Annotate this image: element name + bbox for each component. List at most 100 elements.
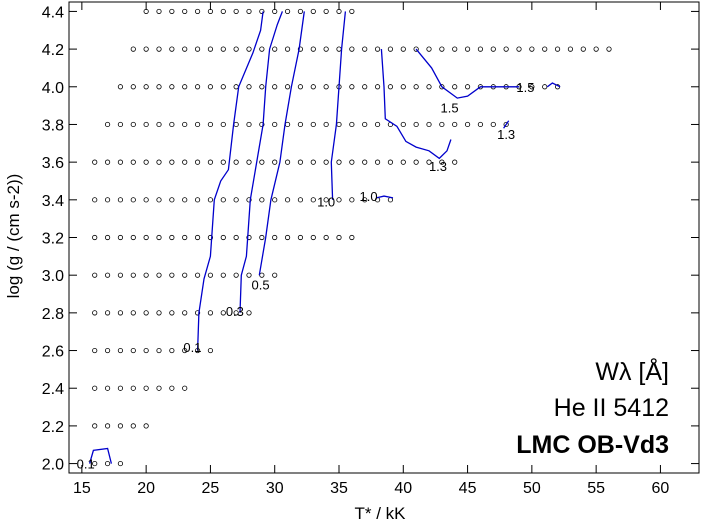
model-point <box>310 84 316 90</box>
model-point <box>297 8 304 15</box>
model-point <box>92 347 98 354</box>
model-point <box>362 197 368 203</box>
model-point <box>220 197 226 203</box>
model-point <box>413 121 419 128</box>
model-point <box>143 272 149 278</box>
model-point <box>143 159 149 165</box>
model-point <box>259 84 265 90</box>
y-tick-label: 4.4 <box>42 4 64 21</box>
model-point <box>156 347 162 354</box>
annotation-quantity: Wλ [Å] <box>595 356 669 386</box>
model-point <box>362 159 368 165</box>
contour-label: 0.3 <box>226 304 244 319</box>
model-point <box>92 460 98 467</box>
model-point <box>246 8 252 15</box>
contour-label: 0.5 <box>252 278 270 293</box>
model-point <box>220 234 226 241</box>
model-point <box>233 272 239 278</box>
model-point <box>130 159 136 165</box>
model-point <box>169 272 175 278</box>
model-point <box>426 121 432 128</box>
model-point <box>169 385 175 391</box>
model-point <box>349 84 355 90</box>
model-point <box>92 385 98 391</box>
model-point <box>400 84 406 90</box>
model-point <box>169 84 175 90</box>
model-point <box>130 423 136 429</box>
model-point <box>220 310 226 316</box>
model-point <box>220 84 226 90</box>
y-tick-label: 2.0 <box>42 457 64 474</box>
contour-line <box>258 11 305 276</box>
model-point <box>516 46 522 52</box>
model-point <box>336 159 342 165</box>
x-axis-label: T* / kK <box>354 504 406 523</box>
contour-line <box>239 11 284 313</box>
model-point <box>169 159 175 165</box>
model-point <box>374 84 381 90</box>
contour-label: 1.5 <box>516 80 534 95</box>
contour-line <box>380 49 452 160</box>
model-point <box>387 159 394 165</box>
model-point <box>464 121 471 128</box>
contour-line <box>330 11 347 200</box>
model-point <box>130 121 136 128</box>
model-point <box>297 197 304 203</box>
model-point <box>284 84 291 90</box>
model-point <box>104 121 111 128</box>
model-point <box>130 197 136 203</box>
model-point <box>92 423 98 429</box>
model-point <box>169 121 175 128</box>
model-point <box>246 121 252 128</box>
model-point <box>259 159 265 165</box>
model-point <box>362 46 368 52</box>
model-point <box>284 234 291 241</box>
ticks: 15 20 25 30 35 40 45 50 55 60 2.0 2.2 2.4 2.6 2.8 3.0 3.… <box>42 2 699 497</box>
model-point <box>117 272 124 278</box>
model-point <box>117 460 124 467</box>
model-point <box>143 46 149 52</box>
model-point <box>387 46 394 52</box>
model-point <box>207 46 214 52</box>
model-point <box>272 272 278 278</box>
model-point <box>362 84 368 90</box>
model-point <box>182 347 188 354</box>
model-point <box>233 46 239 52</box>
model-point <box>207 121 214 128</box>
model-point <box>143 347 149 354</box>
y-tick-label: 4.0 <box>42 80 64 97</box>
model-point <box>207 159 214 165</box>
model-point <box>542 84 548 90</box>
model-point <box>143 310 149 316</box>
model-point <box>156 272 162 278</box>
contour-line <box>376 195 394 199</box>
model-point <box>207 347 214 354</box>
model-point <box>336 197 342 203</box>
model-point <box>207 197 214 203</box>
model-point <box>246 310 252 316</box>
model-point <box>464 84 471 90</box>
model-point <box>169 46 175 52</box>
model-point <box>529 46 535 52</box>
model-point <box>310 8 316 15</box>
model-point <box>207 84 214 90</box>
model-point <box>220 121 226 128</box>
contour-lines <box>88 11 561 464</box>
model-point <box>387 84 394 90</box>
y-tick-label: 3.8 <box>42 117 64 134</box>
model-point <box>362 121 368 128</box>
x-tick-label: 35 <box>330 480 348 497</box>
model-point <box>194 84 201 90</box>
model-point <box>336 121 342 128</box>
model-point <box>593 46 599 52</box>
model-point <box>130 46 136 52</box>
model-point <box>182 46 188 52</box>
model-point <box>413 159 419 165</box>
contour-label: 1.5 <box>441 101 459 116</box>
model-point <box>349 121 355 128</box>
model-point <box>259 234 265 241</box>
model-point <box>92 234 98 241</box>
x-tick-label: 40 <box>394 480 412 497</box>
model-point <box>169 347 175 354</box>
